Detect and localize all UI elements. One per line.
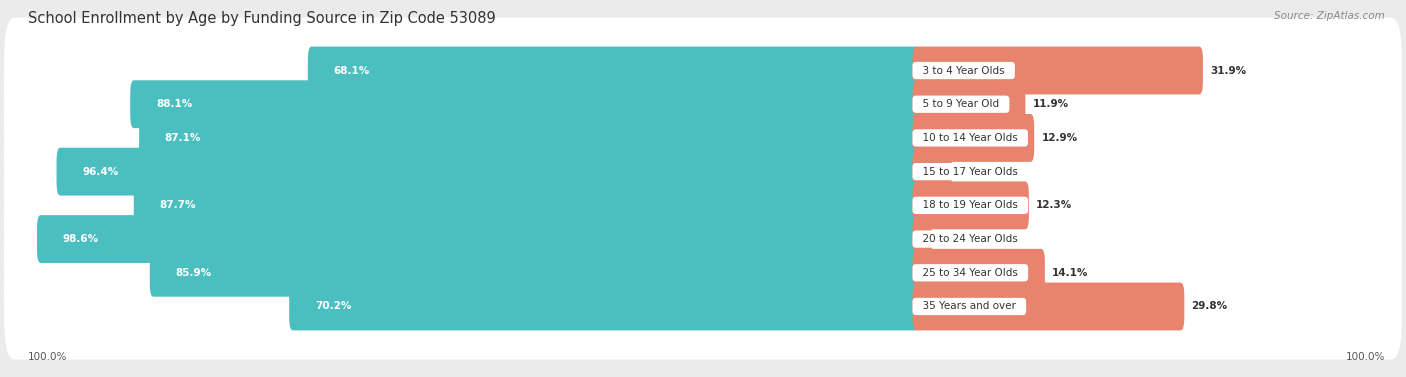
Text: 12.3%: 12.3% xyxy=(1036,200,1073,210)
Text: 35 Years and over: 35 Years and over xyxy=(917,302,1022,311)
FancyBboxPatch shape xyxy=(912,282,1184,330)
FancyBboxPatch shape xyxy=(308,47,920,95)
FancyBboxPatch shape xyxy=(4,186,1402,292)
Text: 88.1%: 88.1% xyxy=(156,99,193,109)
FancyBboxPatch shape xyxy=(4,51,1402,157)
FancyBboxPatch shape xyxy=(4,85,1402,191)
Text: 3.6%: 3.6% xyxy=(959,167,988,177)
Text: 29.8%: 29.8% xyxy=(1191,302,1227,311)
FancyBboxPatch shape xyxy=(4,254,1402,359)
FancyBboxPatch shape xyxy=(912,114,1035,162)
Text: 31.9%: 31.9% xyxy=(1211,66,1246,75)
FancyBboxPatch shape xyxy=(4,220,1402,326)
Text: 96.4%: 96.4% xyxy=(83,167,118,177)
Text: 20 to 24 Year Olds: 20 to 24 Year Olds xyxy=(917,234,1025,244)
Text: 100.0%: 100.0% xyxy=(28,352,67,362)
FancyBboxPatch shape xyxy=(912,215,932,263)
FancyBboxPatch shape xyxy=(134,181,920,229)
FancyBboxPatch shape xyxy=(912,148,952,196)
FancyBboxPatch shape xyxy=(290,282,920,330)
FancyBboxPatch shape xyxy=(131,80,920,128)
FancyBboxPatch shape xyxy=(4,18,1402,123)
Text: 87.7%: 87.7% xyxy=(159,200,195,210)
Text: 85.9%: 85.9% xyxy=(176,268,212,278)
Text: 10 to 14 Year Olds: 10 to 14 Year Olds xyxy=(917,133,1025,143)
Text: 15 to 17 Year Olds: 15 to 17 Year Olds xyxy=(917,167,1025,177)
Text: 11.9%: 11.9% xyxy=(1032,99,1069,109)
Text: 100.0%: 100.0% xyxy=(1346,352,1385,362)
FancyBboxPatch shape xyxy=(912,181,1029,229)
FancyBboxPatch shape xyxy=(37,215,920,263)
FancyBboxPatch shape xyxy=(56,148,920,196)
Text: 3 to 4 Year Olds: 3 to 4 Year Olds xyxy=(917,66,1011,75)
Text: 12.9%: 12.9% xyxy=(1042,133,1077,143)
Text: 18 to 19 Year Olds: 18 to 19 Year Olds xyxy=(917,200,1025,210)
Text: 98.6%: 98.6% xyxy=(63,234,98,244)
Text: 1.4%: 1.4% xyxy=(939,234,969,244)
Text: Source: ZipAtlas.com: Source: ZipAtlas.com xyxy=(1274,11,1385,21)
FancyBboxPatch shape xyxy=(912,249,1045,297)
FancyBboxPatch shape xyxy=(912,47,1204,95)
Text: 87.1%: 87.1% xyxy=(165,133,201,143)
Text: 70.2%: 70.2% xyxy=(315,302,352,311)
Text: 14.1%: 14.1% xyxy=(1052,268,1088,278)
Text: 25 to 34 Year Olds: 25 to 34 Year Olds xyxy=(917,268,1025,278)
FancyBboxPatch shape xyxy=(4,119,1402,225)
FancyBboxPatch shape xyxy=(4,152,1402,258)
Text: 68.1%: 68.1% xyxy=(333,66,370,75)
Text: 5 to 9 Year Old: 5 to 9 Year Old xyxy=(917,99,1005,109)
FancyBboxPatch shape xyxy=(912,80,1025,128)
FancyBboxPatch shape xyxy=(150,249,920,297)
Text: School Enrollment by Age by Funding Source in Zip Code 53089: School Enrollment by Age by Funding Sour… xyxy=(28,11,496,26)
FancyBboxPatch shape xyxy=(139,114,920,162)
